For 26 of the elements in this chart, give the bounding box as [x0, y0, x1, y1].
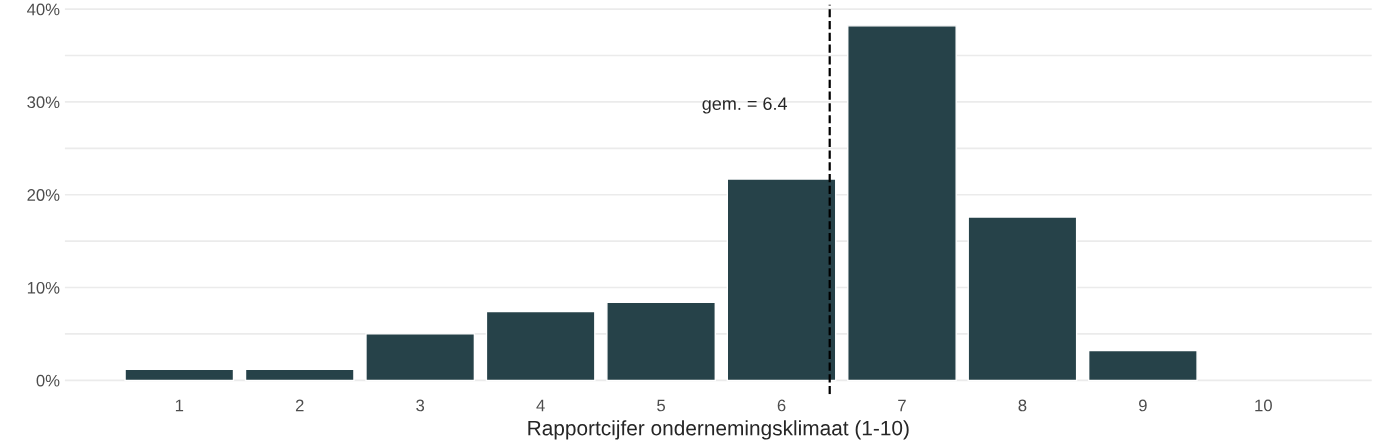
- x-tick-label: 2: [295, 399, 304, 412]
- x-tick-label: 3: [416, 399, 425, 412]
- bar: [726, 178, 837, 382]
- bar: [485, 310, 596, 382]
- x-tick-label: 6: [777, 399, 786, 412]
- bar: [606, 301, 716, 382]
- y-tick-label: 30%: [27, 96, 60, 109]
- y-tick-label: 20%: [27, 189, 60, 201]
- x-tick-label: 5: [657, 399, 666, 412]
- x-axis-title: Rapportcijfer ondernemingsklimaat (1-10): [528, 420, 909, 440]
- x-tick-label: 10: [1255, 399, 1272, 412]
- x-tick-label: 4: [536, 399, 545, 412]
- x-tick-label: 8: [1018, 399, 1027, 412]
- bar: [1087, 349, 1198, 382]
- bar: [124, 368, 235, 382]
- x-tick-label: 9: [1139, 399, 1147, 412]
- x-tick-label: 1: [175, 399, 184, 412]
- bar: [847, 25, 957, 382]
- y-tick-label: 0%: [36, 374, 60, 387]
- bar: [244, 368, 355, 382]
- x-tick-label: 7: [898, 399, 906, 412]
- y-tick-label: 40%: [27, 3, 60, 16]
- bar: [365, 333, 476, 382]
- bar: [967, 216, 1078, 382]
- y-tick-label: 10%: [27, 281, 60, 294]
- ref-line-label: gem. = 6.4: [702, 97, 788, 114]
